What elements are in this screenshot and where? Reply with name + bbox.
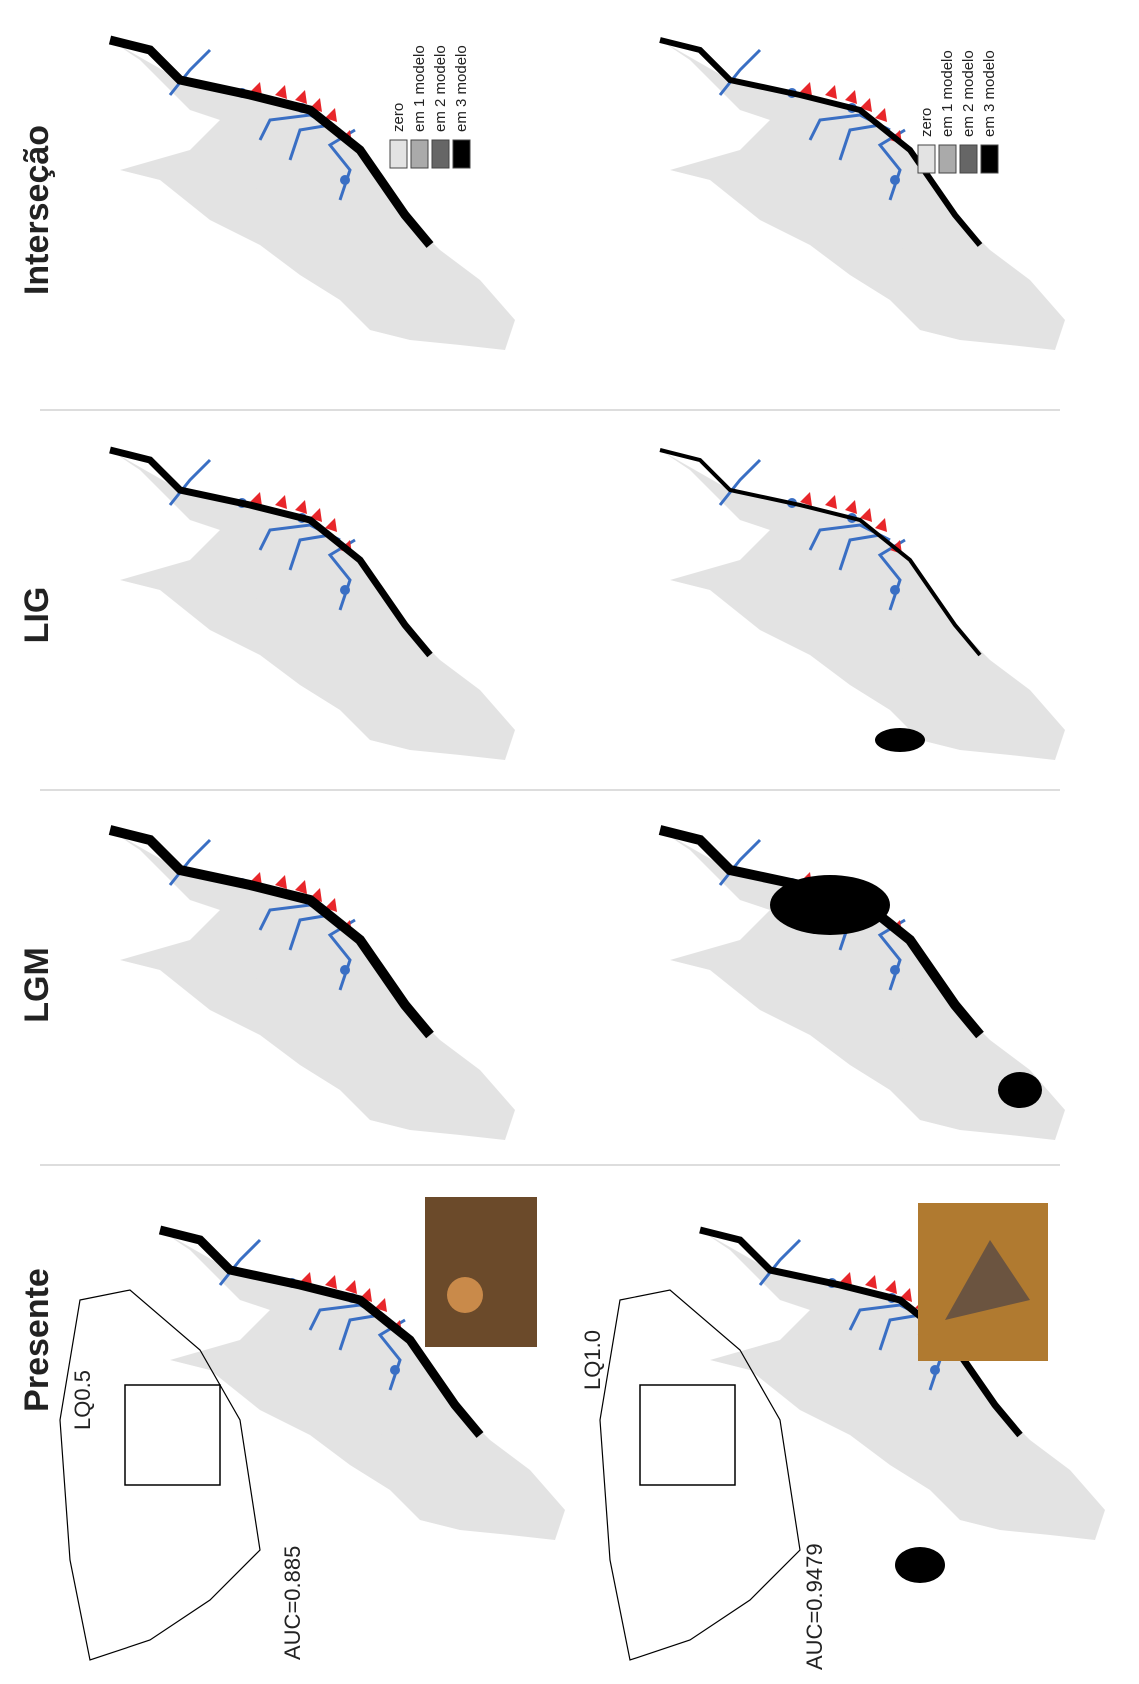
legend-label: em 2 modelo (432, 45, 449, 132)
legend: zero em 1 modelo em 2 modelo em 3 modelo (390, 45, 470, 168)
legend-label: em 2 modelo (960, 50, 977, 137)
legend-label: zero (918, 108, 935, 137)
column-title: LGM (18, 947, 56, 1023)
legend-label: em 3 modelo (453, 45, 470, 132)
legend-label: em 1 modelo (411, 45, 428, 132)
auc-label: AUC=0.9479 (802, 1543, 827, 1670)
auc-label: AUC=0.885 (280, 1546, 305, 1660)
legend-label: em 1 modelo (939, 50, 956, 137)
column-title: Interseção (18, 125, 56, 295)
legend: zero em 1 modelo em 2 modelo em 3 modelo (918, 50, 998, 173)
column-title: Presente (18, 1268, 56, 1412)
column-title: LIG (18, 587, 56, 644)
legend-label: em 3 modelo (981, 50, 998, 137)
column-titles: Presente LGM LIG Interseção (18, 125, 56, 1412)
legend-label: zero (390, 103, 407, 132)
photo-detail (447, 1277, 483, 1313)
model-label: LQ1.0 (580, 1330, 605, 1390)
figure: Presente LGM LIG Interseção LQ0.5 AUC=0.… (0, 0, 1139, 1679)
photo (425, 1197, 537, 1347)
model-label: LQ0.5 (70, 1370, 95, 1430)
